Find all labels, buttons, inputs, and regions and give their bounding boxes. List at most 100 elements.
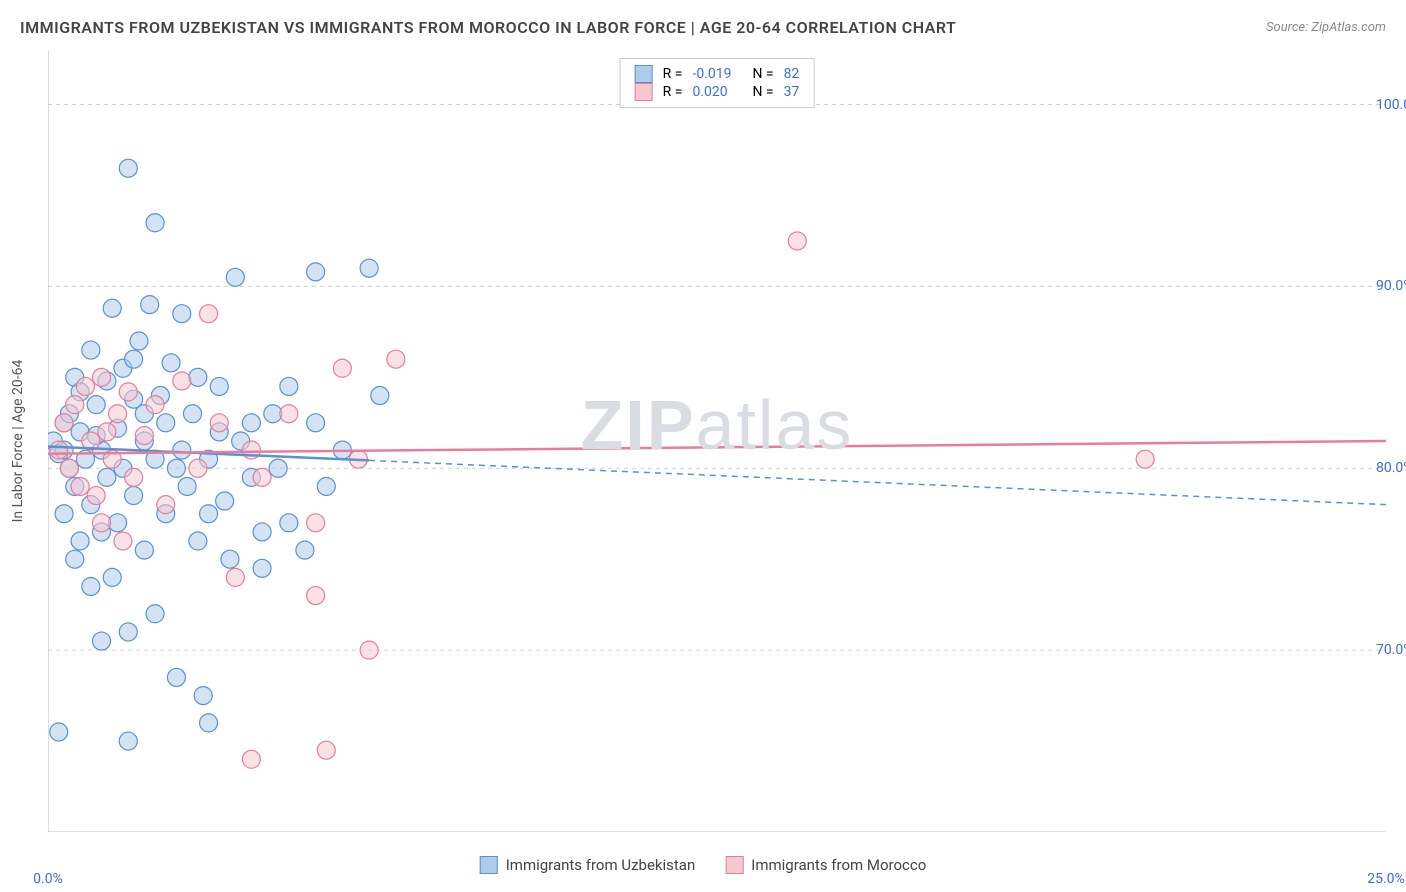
legend-r-value: -0.019 (692, 66, 742, 82)
scatter-point (50, 723, 68, 741)
scatter-point (119, 623, 137, 641)
x-tick-label: 25.0% (1367, 871, 1405, 887)
scatter-point (253, 523, 271, 541)
scatter-point (280, 377, 298, 395)
chart-plot-area: ZIPatlas In Labor Force | Age 20-64 R = … (48, 50, 1386, 832)
legend-correlation-box: R = -0.019 N = 82 R = 0.020 N = 37 (620, 58, 815, 108)
scatter-point (130, 332, 148, 350)
scatter-point (93, 514, 111, 532)
scatter-point (71, 477, 89, 495)
scatter-point (221, 550, 239, 568)
legend-n-value: 37 (784, 84, 800, 100)
scatter-point (317, 741, 335, 759)
scatter-point (210, 377, 228, 395)
scatter-point (371, 387, 389, 405)
scatter-point (189, 459, 207, 477)
legend-series-label: Immigrants from Morocco (751, 856, 926, 874)
scatter-point (66, 396, 84, 414)
scatter-point (93, 632, 111, 650)
scatter-point (264, 405, 282, 423)
y-tick-label: 100.0% (1376, 97, 1406, 113)
scatter-point (135, 541, 153, 559)
legend-correlation-row: R = 0.020 N = 37 (635, 83, 800, 101)
chart-title: IMMIGRANTS FROM UZBEKISTAN VS IMMIGRANTS… (20, 18, 956, 37)
scatter-point (162, 354, 180, 372)
scatter-point (82, 341, 100, 359)
scatter-point (200, 305, 218, 323)
legend-series-item: Immigrants from Morocco (725, 856, 926, 874)
scatter-point (125, 468, 143, 486)
scatter-point (103, 299, 121, 317)
scatter-point (1136, 450, 1154, 468)
scatter-point (141, 296, 159, 314)
legend-r-label: R = (663, 66, 683, 82)
scatter-point (167, 668, 185, 686)
scatter-point (114, 532, 132, 550)
legend-swatch (480, 856, 498, 874)
legend-n-value: 82 (784, 66, 800, 82)
scatter-point (98, 468, 116, 486)
scatter-point (242, 750, 260, 768)
scatter-point (146, 214, 164, 232)
legend-n-label: N = (752, 66, 773, 82)
scatter-point (93, 368, 111, 386)
scatter-point (253, 559, 271, 577)
scatter-point (226, 568, 244, 586)
scatter-point (194, 687, 212, 705)
scatter-point (360, 641, 378, 659)
scatter-point (135, 427, 153, 445)
scatter-point (269, 459, 287, 477)
scatter-point (788, 232, 806, 250)
scatter-point (87, 396, 105, 414)
y-axis-label: In Labor Force | Age 20-64 (10, 360, 26, 523)
scatter-point (109, 514, 127, 532)
scatter-point (82, 577, 100, 595)
scatter-point (200, 505, 218, 523)
scatter-point (167, 459, 185, 477)
scatter-point (333, 359, 351, 377)
scatter-point (173, 441, 191, 459)
scatter-point (157, 414, 175, 432)
scatter-point (216, 492, 234, 510)
scatter-point (307, 587, 325, 605)
x-tick-label: 0.0% (33, 871, 63, 887)
scatter-point (387, 350, 405, 368)
legend-n-label: N = (752, 84, 773, 100)
legend-series-item: Immigrants from Uzbekistan (480, 856, 696, 874)
legend-series: Immigrants from Uzbekistan Immigrants fr… (480, 856, 927, 874)
scatter-point (178, 477, 196, 495)
scatter-point (189, 532, 207, 550)
trend-line-dashed (369, 460, 1386, 504)
scatter-point (157, 496, 175, 514)
scatter-point (146, 605, 164, 623)
scatter-point (280, 514, 298, 532)
legend-swatch (635, 83, 653, 101)
scatter-point (119, 159, 137, 177)
scatter-point (189, 368, 207, 386)
legend-swatch (725, 856, 743, 874)
scatter-point (55, 505, 73, 523)
scatter-point (76, 377, 94, 395)
scatter-point (296, 541, 314, 559)
legend-correlation-row: R = -0.019 N = 82 (635, 65, 800, 83)
scatter-point (242, 414, 260, 432)
y-tick-label: 90.0% (1376, 278, 1406, 294)
scatter-point (119, 383, 137, 401)
y-tick-label: 80.0% (1376, 460, 1406, 476)
legend-swatch (635, 65, 653, 83)
scatter-point (226, 268, 244, 286)
scatter-point (280, 405, 298, 423)
scatter-point (307, 414, 325, 432)
scatter-point (173, 372, 191, 390)
scatter-point (109, 405, 127, 423)
legend-r-value: 0.020 (692, 84, 742, 100)
scatter-point (184, 405, 202, 423)
scatter-point (173, 305, 191, 323)
legend-series-label: Immigrants from Uzbekistan (506, 856, 696, 874)
scatter-point (253, 468, 271, 486)
scatter-point (55, 414, 73, 432)
y-tick-label: 70.0% (1376, 642, 1406, 658)
scatter-point (210, 414, 228, 432)
scatter-point (71, 532, 89, 550)
scatter-point (60, 459, 78, 477)
